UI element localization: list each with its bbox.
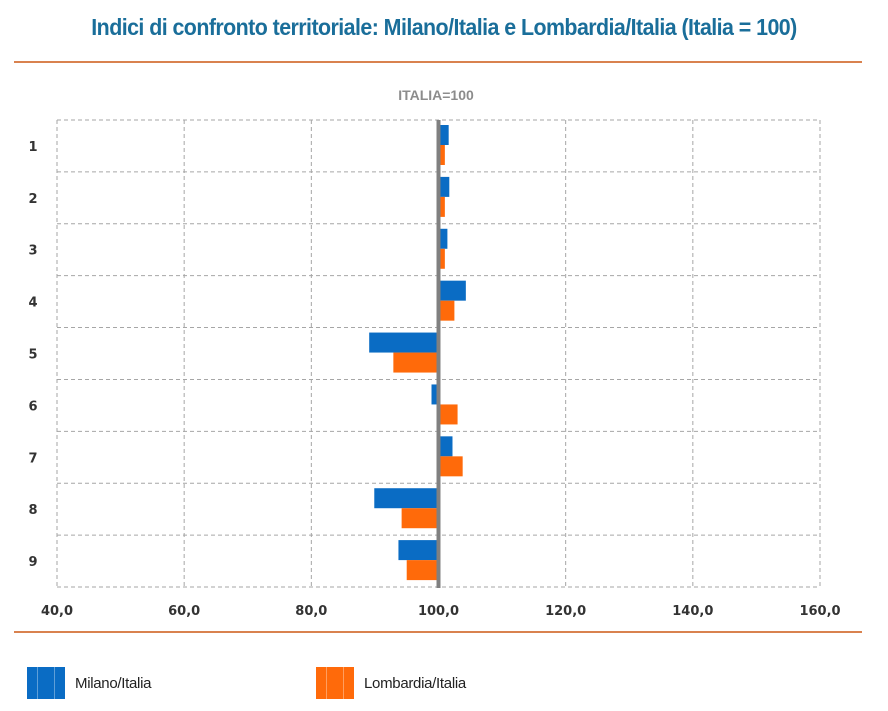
category-label: 5 xyxy=(28,348,37,363)
title-divider xyxy=(14,61,862,63)
x-tick-label: 40,0 xyxy=(41,604,73,619)
x-tick-label: 80,0 xyxy=(295,604,327,619)
x-tick-label: 160,0 xyxy=(799,604,840,619)
bar-lombardia-8 xyxy=(401,508,439,529)
category-label: 1 xyxy=(28,140,37,155)
category-label: 7 xyxy=(28,451,37,466)
chart-title: ITALIA=100 xyxy=(398,87,474,103)
bar-milano-1 xyxy=(438,125,449,145)
bar-chart: ITALIA=100 1 2 3 4 5 6 7 8 9 40,0 60,0 80,0 100,0 12… xyxy=(28,87,841,619)
legend-swatch-milano xyxy=(27,667,65,699)
bar-milano-9 xyxy=(398,540,439,561)
category-label: 6 xyxy=(28,399,37,414)
bar-lombardia-6 xyxy=(438,404,458,425)
legend-item-lombardia: Lombardia/Italia xyxy=(316,667,466,699)
bar-milano-3 xyxy=(438,228,448,249)
bar-milano-8 xyxy=(374,488,439,509)
category-label: 4 xyxy=(28,296,37,311)
category-label: 9 xyxy=(28,555,37,570)
x-tick-label: 140,0 xyxy=(672,604,713,619)
bar-lombardia-9 xyxy=(406,560,439,581)
bar-lombardia-4 xyxy=(438,300,455,321)
bar-milano-7 xyxy=(438,436,453,457)
bar-lombardia-5 xyxy=(393,352,439,373)
category-label: 3 xyxy=(28,244,37,259)
page-title: Indici di confronto territoriale: Milano… xyxy=(91,14,797,40)
bar-milano-6 xyxy=(431,384,439,405)
legend-label-milano: Milano/Italia xyxy=(75,674,152,692)
axis-divider xyxy=(14,631,862,633)
bars xyxy=(369,125,466,581)
x-tick-label: 100,0 xyxy=(418,604,459,619)
bar-milano-2 xyxy=(438,176,450,197)
x-tick-labels: 40,0 60,0 80,0 100,0 120,0 140,0 160,0 xyxy=(41,604,841,619)
legend: Milano/Italia Lombardia/Italia xyxy=(0,667,888,701)
category-labels: 1 2 3 4 5 6 7 8 9 xyxy=(28,140,37,570)
legend-swatch-lombardia xyxy=(316,667,354,699)
category-label: 8 xyxy=(28,503,37,518)
bar-lombardia-1 xyxy=(438,145,445,165)
bar-lombardia-3 xyxy=(438,248,445,269)
x-tick-label: 60,0 xyxy=(168,604,200,619)
bar-lombardia-2 xyxy=(438,196,445,217)
bar-milano-4 xyxy=(438,280,466,301)
legend-label-lombardia: Lombardia/Italia xyxy=(364,674,466,692)
bar-lombardia-7 xyxy=(438,456,463,477)
x-tick-label: 120,0 xyxy=(545,604,586,619)
category-label: 2 xyxy=(28,192,37,207)
legend-item-milano: Milano/Italia xyxy=(27,667,151,699)
bar-milano-5 xyxy=(369,332,439,353)
